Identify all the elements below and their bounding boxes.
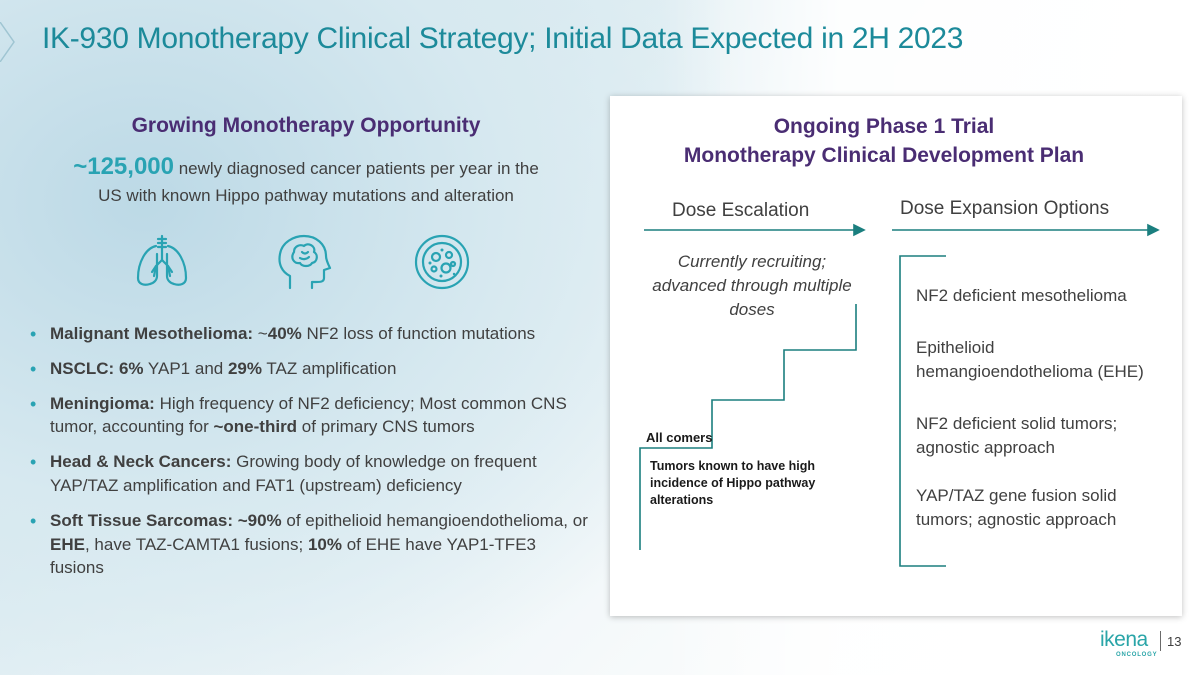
company-logo: ikena (1100, 628, 1148, 651)
expansion-options-bracket (899, 255, 946, 567)
bullet-bold: Meningioma: (50, 393, 155, 413)
bullet-text: ~ (253, 324, 268, 343)
patient-stat: ~125,000 newly diagnosed cancer patients… (34, 150, 578, 207)
tumors-known-label: Tumors known to have high incidence of H… (650, 459, 816, 507)
bullet-text: , have TAZ-CAMTA1 fusions; (84, 534, 308, 554)
expansion-option: NF2 deficient mesothelioma (916, 286, 1127, 305)
panel-heading-line-1: Ongoing Phase 1 Trial (773, 115, 995, 138)
bullet-bold: Malignant Mesothelioma: (50, 324, 254, 343)
bullet-text: of EHE have YAP1-TFE3 fusions (50, 534, 536, 578)
page-number-divider (1160, 631, 1161, 651)
dose-expansion-label: Dose Expansion Options (900, 198, 1110, 219)
bullet-bold: 40% (267, 324, 302, 343)
bullet-bold: EHE (50, 534, 85, 554)
patient-stat-text-2: US with known Hippo pathway mutations an… (98, 185, 514, 205)
dose-escalation-staircase (639, 304, 857, 550)
dose-expansion-arrowhead (1147, 223, 1160, 237)
bullet-bold: NSCLC: 6% (50, 358, 144, 378)
chevron-decoration (0, 22, 15, 62)
patient-stat-text-1: newly diagnosed cancer patients per year… (174, 159, 539, 178)
panel-heading-line-2: Monotherapy Clinical Development Plan (683, 144, 1085, 168)
organ-icon-row (0, 232, 600, 296)
company-logo-subtitle: ONCOLOGY (1116, 652, 1158, 658)
bullet-bold: Head & Neck Cancers: (50, 452, 232, 472)
list-item: Malignant Mesothelioma: ~40% NF2 loss of… (30, 322, 590, 347)
bullet-text: NF2 loss of function mutations (301, 324, 536, 343)
expansion-option: Epithelioid hemangioendothelioma (EHE) (916, 338, 1144, 381)
list-item: Meningioma: High frequency of NF2 defici… (30, 392, 590, 440)
bullet-text: YAP1 and (143, 358, 228, 378)
bullet-text: of primary CNS tumors (297, 417, 475, 437)
bullet-text: High frequency of NF2 deficiency; Most c… (50, 393, 567, 437)
patient-stat-number: ~125,000 (73, 153, 174, 180)
list-item: NSCLC: 6% YAP1 and 29% TAZ amplification (30, 357, 590, 382)
phase1-diagram (639, 223, 1160, 567)
bullet-text: of epithelioid hemangioendothelioma, or (281, 510, 588, 530)
slide-title: IK-930 Monotherapy Clinical Strategy; In… (42, 22, 964, 55)
expansion-option: YAP/TAZ gene fusion solid tumors; agnost… (916, 486, 1117, 529)
bullet-bold: ~one-third (213, 417, 298, 437)
phase1-trial-panel: Ongoing Phase 1 Trial Monotherapy Clinic… (610, 96, 1182, 616)
left-heading: Growing Monotherapy Opportunity (131, 114, 481, 137)
bullet-bold: 29% (227, 358, 262, 378)
dose-escalation-label: Dose Escalation (672, 200, 810, 221)
bullet-bold: Soft Tissue Sarcomas: ~90% (50, 510, 282, 530)
bullet-bold: 10% (307, 534, 342, 554)
dose-escalation-arrowhead (853, 223, 866, 237)
cell-icon (414, 234, 470, 290)
list-item: Head & Neck Cancers: Growing body of kno… (30, 450, 590, 498)
recruiting-status: Currently recruiting; advanced through m… (652, 252, 852, 319)
all-comers-label: All comers (646, 430, 713, 445)
list-item: Soft Tissue Sarcomas: ~90% of epithelioi… (30, 509, 590, 580)
lungs-icon (136, 234, 188, 286)
bullet-text: Growing body of knowledge on frequent YA… (50, 452, 537, 495)
head-brain-icon (278, 234, 332, 290)
page-number: 13 (1167, 634, 1182, 649)
indication-list: Malignant Mesothelioma: ~40% NF2 loss of… (30, 322, 590, 591)
panel-heading: Ongoing Phase 1 Trial Monotherapy Clinic… (610, 112, 1158, 171)
bullet-text: TAZ amplification (261, 358, 397, 378)
expansion-option: NF2 deficient solid tumors; agnostic app… (916, 414, 1118, 457)
